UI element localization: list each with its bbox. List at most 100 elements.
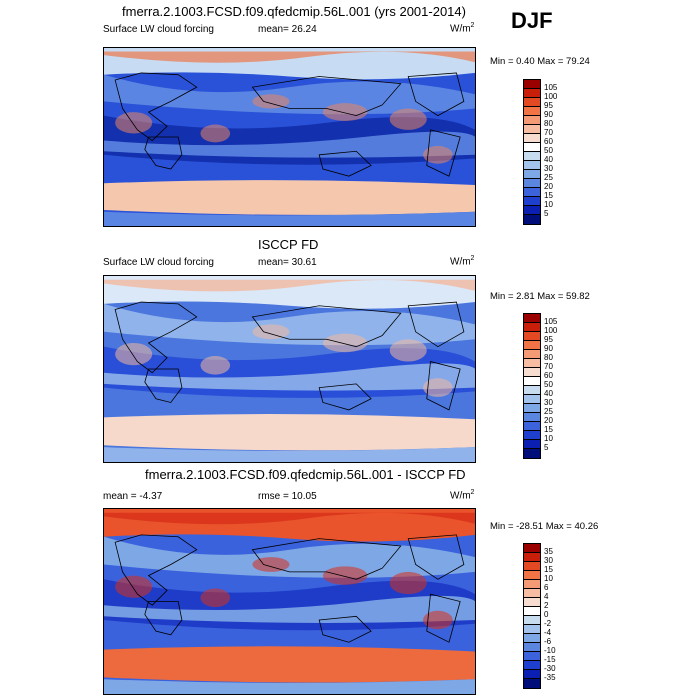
colorbar-level-label: -35 <box>544 673 556 682</box>
colorbar-level-label: 60 <box>544 137 553 146</box>
colorbar-level-label: 100 <box>544 326 558 335</box>
colorbar-swatch <box>524 679 540 688</box>
colorbar-level-label: 20 <box>544 416 553 425</box>
colorbar-level-label: 30 <box>544 398 553 407</box>
colorbar-swatch <box>524 359 540 368</box>
colorbar-level-label: 25 <box>544 407 553 416</box>
colorbar-level-label: 95 <box>544 101 553 110</box>
colorbar-swatch <box>524 589 540 598</box>
colorbar-level-label: 30 <box>544 164 553 173</box>
colorbar-level-label: -15 <box>544 655 556 664</box>
colorbar-swatch <box>524 314 540 323</box>
colorbar-level-label: 6 <box>544 583 549 592</box>
colorbar-swatch <box>524 170 540 179</box>
colorbar-swatch <box>524 125 540 134</box>
colorbar-swatch <box>524 571 540 580</box>
colorbar-level-label: -4 <box>544 628 552 637</box>
colorbar-level-label: 15 <box>544 191 553 200</box>
colorbar-swatch <box>524 368 540 377</box>
panel3-minmax: Min = -28.51 Max = 40.26 <box>490 521 599 532</box>
panel3-map-field <box>104 509 475 694</box>
colorbar-swatch <box>524 643 540 652</box>
colorbar-level-label: 50 <box>544 146 553 155</box>
colorbar-level-label: 40 <box>544 389 553 398</box>
panel3-units: W/m2 <box>450 489 475 502</box>
colorbar-level-label: 90 <box>544 344 553 353</box>
colorbar-swatch <box>524 161 540 170</box>
colorbar-swatch <box>524 661 540 670</box>
colorbar-swatch <box>524 616 540 625</box>
colorbar-swatch <box>524 652 540 661</box>
colorbar-level-label: 5 <box>544 209 549 218</box>
colorbar-level-label: 2 <box>544 601 549 610</box>
colorbar-swatch <box>524 143 540 152</box>
colorbar-swatch <box>524 625 540 634</box>
panel2-title: ISCCP FD <box>258 237 319 252</box>
colorbar-swatch <box>524 395 540 404</box>
colorbar-level-label: -30 <box>544 664 556 673</box>
colorbar-swatch <box>524 553 540 562</box>
panel2-left-label: Surface LW cloud forcing <box>103 257 214 268</box>
colorbar-swatch <box>524 116 540 125</box>
panel1-mean-label: mean= 26.24 <box>258 24 317 35</box>
colorbar-swatch <box>524 152 540 161</box>
colorbar-level-label: 5 <box>544 443 549 452</box>
colorbar-swatch <box>524 440 540 449</box>
panel1-minmax: Min = 0.40 Max = 79.24 <box>490 56 590 67</box>
colorbar-level-label: 20 <box>544 182 553 191</box>
colorbar-swatch <box>524 386 540 395</box>
colorbar-level-label: 90 <box>544 110 553 119</box>
colorbar-swatch <box>524 197 540 206</box>
panel2-map-field <box>104 276 475 462</box>
colorbar-level-label: -6 <box>544 637 552 646</box>
panel3-colorbar <box>523 543 541 689</box>
colorbar-swatch <box>524 562 540 571</box>
colorbar-level-label: 70 <box>544 128 553 137</box>
colorbar-level-label: 50 <box>544 380 553 389</box>
colorbar-swatch <box>524 544 540 553</box>
panel2-units: W/m2 <box>450 255 475 268</box>
colorbar-swatch <box>524 431 540 440</box>
colorbar-level-label: 60 <box>544 371 553 380</box>
colorbar-level-label: 80 <box>544 353 553 362</box>
colorbar-swatch <box>524 607 540 616</box>
colorbar-swatch <box>524 634 540 643</box>
panel1-map-field <box>104 48 475 226</box>
colorbar-swatch <box>524 134 540 143</box>
panel2-map <box>103 275 476 463</box>
panel1-left-label: Surface LW cloud forcing <box>103 24 214 35</box>
colorbar-level-label: 10 <box>544 574 553 583</box>
colorbar-level-label: 80 <box>544 119 553 128</box>
colorbar-level-label: 100 <box>544 92 558 101</box>
colorbar-swatch <box>524 580 540 589</box>
panel3-map <box>103 508 476 695</box>
colorbar-swatch <box>524 341 540 350</box>
colorbar-level-label: 15 <box>544 425 553 434</box>
panel2-mean-label: mean= 30.61 <box>258 257 317 268</box>
colorbar-swatch <box>524 188 540 197</box>
panel2-minmax: Min = 2.81 Max = 59.82 <box>490 291 590 302</box>
colorbar-swatch <box>524 98 540 107</box>
colorbar-swatch <box>524 206 540 215</box>
colorbar-level-label: 40 <box>544 155 553 164</box>
colorbar-level-label: 15 <box>544 565 553 574</box>
colorbar-level-label: -2 <box>544 619 552 628</box>
colorbar-swatch <box>524 80 540 89</box>
colorbar-level-label: 35 <box>544 547 553 556</box>
colorbar-swatch <box>524 179 540 188</box>
colorbar-level-label: 10 <box>544 434 553 443</box>
colorbar-swatch <box>524 323 540 332</box>
colorbar-swatch <box>524 89 540 98</box>
colorbar-swatch <box>524 598 540 607</box>
colorbar-level-label: 10 <box>544 200 553 209</box>
colorbar-swatch <box>524 670 540 679</box>
colorbar-swatch <box>524 422 540 431</box>
colorbar-level-label: 105 <box>544 83 558 92</box>
panel3-title: fmerra.2.1003.FCSD.f09.qfedcmip.56L.001 … <box>145 467 466 482</box>
colorbar-level-label: 105 <box>544 317 558 326</box>
panel2-colorbar <box>523 313 541 459</box>
colorbar-level-label: 30 <box>544 556 553 565</box>
panel3-mean-label: mean = -4.37 <box>103 491 163 502</box>
panel1-units: W/m2 <box>450 22 475 35</box>
colorbar-swatch <box>524 215 540 224</box>
